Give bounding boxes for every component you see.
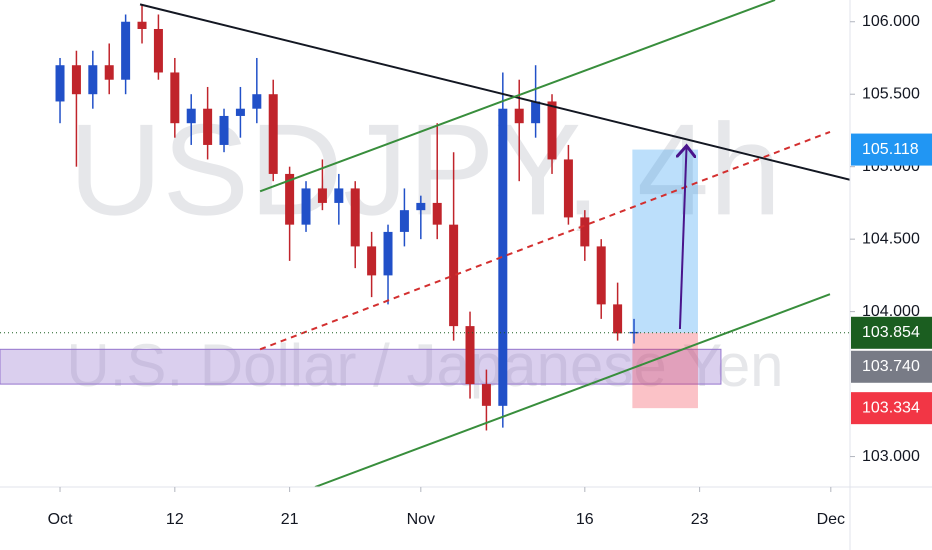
price-label: 103.854 bbox=[862, 324, 920, 341]
candle-body bbox=[629, 331, 639, 334]
trendline bbox=[259, 130, 831, 351]
candle-body bbox=[121, 21, 131, 80]
candle-body bbox=[55, 65, 65, 102]
candle-body bbox=[71, 65, 81, 95]
price-label: 103.334 bbox=[862, 399, 920, 416]
candle-body bbox=[88, 65, 98, 95]
candle-body bbox=[153, 28, 163, 73]
candle-body bbox=[613, 304, 623, 334]
x-tick-label: Nov bbox=[407, 511, 435, 528]
candle-body bbox=[449, 224, 459, 327]
candle-body bbox=[596, 246, 606, 305]
x-tick-label: Dec bbox=[817, 511, 845, 528]
candle-body bbox=[186, 108, 196, 124]
candle-body bbox=[481, 384, 491, 406]
candle-body bbox=[219, 115, 229, 145]
x-tick-label: 21 bbox=[281, 511, 299, 528]
x-tick-label: 16 bbox=[576, 511, 594, 528]
candle-body bbox=[531, 101, 541, 124]
candle-body bbox=[137, 21, 147, 29]
candle-body bbox=[285, 173, 295, 225]
candle-body bbox=[334, 188, 344, 203]
trendline bbox=[139, 3, 850, 181]
price-label-bg bbox=[851, 350, 932, 383]
candle-body bbox=[432, 202, 442, 225]
trendline bbox=[680, 148, 687, 330]
x-tick-label: Oct bbox=[48, 511, 73, 528]
support-zone bbox=[0, 348, 722, 385]
candle-body bbox=[563, 159, 573, 218]
candle-body bbox=[547, 101, 557, 160]
candle-body bbox=[514, 108, 524, 124]
x-tick-label: 23 bbox=[691, 511, 709, 528]
stop-box bbox=[632, 332, 698, 409]
candle-body bbox=[301, 188, 311, 225]
candle-body bbox=[465, 326, 475, 385]
price-label: 103.740 bbox=[862, 358, 920, 375]
y-tick-label: 106.000 bbox=[862, 13, 920, 30]
candle-body bbox=[580, 217, 590, 247]
y-tick-label: 105.500 bbox=[862, 85, 920, 102]
price-label-bg bbox=[851, 133, 932, 166]
candle-body bbox=[399, 210, 409, 232]
candle-body bbox=[170, 72, 180, 124]
trendline bbox=[314, 293, 831, 487]
candle-body bbox=[416, 202, 426, 211]
candle-body bbox=[498, 108, 508, 406]
candle-body bbox=[104, 65, 114, 80]
candle-body bbox=[252, 94, 262, 109]
target-box bbox=[632, 149, 698, 333]
price-label: 105.118 bbox=[862, 141, 919, 158]
candle-body bbox=[317, 188, 327, 203]
y-tick-label: 104.000 bbox=[862, 303, 920, 320]
candle-body bbox=[383, 231, 393, 276]
price-label-bg bbox=[851, 316, 932, 349]
candle-body bbox=[268, 94, 278, 174]
candle-body bbox=[203, 108, 213, 145]
x-tick-label: 12 bbox=[166, 511, 184, 528]
y-tick-label: 104.500 bbox=[862, 230, 920, 247]
trendline bbox=[259, 0, 776, 193]
candle-body bbox=[367, 246, 377, 276]
y-tick-label: 103.000 bbox=[862, 448, 920, 465]
watermark-subtitle: U.S. Dollar / Japanese Yen bbox=[66, 332, 783, 399]
candle-body bbox=[235, 108, 245, 116]
candle-body bbox=[350, 188, 360, 247]
plot-area bbox=[0, 0, 850, 487]
axes: 106.000105.500105.000104.500104.000103.0… bbox=[48, 13, 932, 528]
price-label-bg bbox=[851, 392, 932, 425]
